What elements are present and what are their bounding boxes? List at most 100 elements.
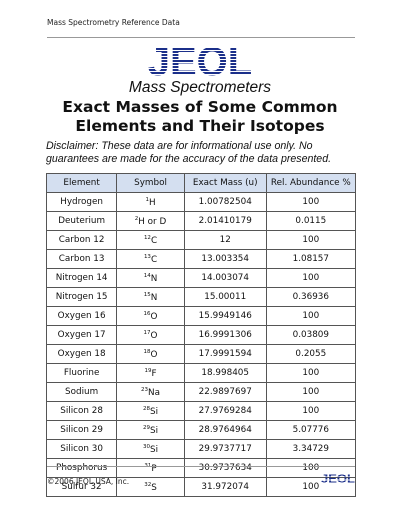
cell-symbol: 14N [116,268,185,288]
cell-abundance: 100 [265,268,357,288]
cell-abundance: 0.0115 [265,211,357,231]
isotope-number: 19 [144,367,152,374]
table-row: Sodium 23Na 22.9897697 100 [45,382,357,402]
element-symbol: Si [150,406,159,417]
copyright-text: ©2006 JEOL USA, Inc. [47,477,130,486]
header-element: Element [45,173,118,193]
isotope-number: 16 [143,310,151,317]
cell-exact-mass: 31.972074 [183,477,267,497]
cell-element: Oxygen 18 [45,344,118,364]
cell-exact-mass: 27.9769284 [183,401,267,421]
isotope-number: 31 [144,463,151,469]
cell-element: Silicon 28 [45,401,118,421]
cell-abundance: 100 [265,230,357,250]
cell-abundance: 100 [265,306,357,326]
title-line-1: Exact Masses of Some Common [62,98,338,116]
document-header: Mass Spectrometry Reference Data [47,18,180,27]
table-row: Sulfur 32 32S 31.972074 100 [45,477,357,497]
cell-element: Oxygen 17 [45,325,118,345]
element-symbol: O [150,349,158,360]
element-symbol: N [150,273,158,284]
cell-exact-mass: 17.9991594 [183,344,267,364]
cell-exact-mass: 15.00011 [183,287,267,307]
cell-symbol: 19F [116,363,185,383]
table-row: Carbon 13 13C 13.003354 1.08157 [45,249,357,269]
element-symbol: C [150,254,158,265]
element-symbol: Si [150,425,159,436]
cell-symbol: 12C [116,230,185,250]
isotope-number: 29 [143,424,150,431]
brand-block: JEOL Mass Spectrometers [0,42,400,97]
header-symbol: Symbol [116,173,185,193]
element-symbol: F [151,368,157,379]
footer-divider [47,466,355,467]
cell-exact-mass: 29.9737717 [183,439,267,459]
element-symbol: P [151,463,157,474]
cell-exact-mass: 16.9991306 [183,325,267,345]
element-symbol: C [150,235,158,246]
cell-element: Silicon 29 [45,420,118,440]
isotope-number: 2 [134,215,139,222]
table-row: Oxygen 16 16O 15.9949146 100 [45,306,357,326]
isotope-number: 32 [144,481,152,488]
cell-symbol: 29Si [116,420,185,440]
cell-symbol: 1H [116,192,185,212]
cell-element: Deuterium [45,211,118,231]
cell-exact-mass: 13.003354 [183,249,267,269]
table-row: Oxygen 17 17O 16.9991306 0.03809 [45,325,357,345]
isotope-table: Element Symbol Exact Mass (u) Rel. Abund… [45,173,357,497]
element-symbol: Na [148,387,160,398]
element-symbol: H or D [138,216,167,227]
cell-element: Carbon 13 [45,249,118,269]
cell-abundance: 100 [265,192,357,212]
cell-abundance: 0.03809 [265,325,357,345]
isotope-number: 13 [143,253,151,260]
cell-symbol: 23Na [116,382,185,402]
cell-exact-mass: 12 [183,230,267,250]
cell-exact-mass: 30.9737634 [183,458,267,478]
cell-abundance: 3.34729 [265,439,357,459]
table-row: Oxygen 18 18O 17.9991594 0.2055 [45,344,357,364]
svg-text:JEOL: JEOL [321,472,355,484]
logo-subtitle: Mass Spectrometers [128,79,272,96]
header-exact-mass: Exact Mass (u) [183,173,267,193]
table-row: Silicon 30 30Si 29.9737717 3.34729 [45,439,357,459]
cell-exact-mass: 18.998405 [183,363,267,383]
element-symbol: H [148,197,156,208]
cell-abundance: 0.2055 [265,344,357,364]
cell-element: Sodium [45,382,118,402]
table-row: Nitrogen 15 15N 15.00011 0.36936 [45,287,357,307]
cell-element: Nitrogen 14 [45,268,118,288]
cell-symbol: 31P [116,458,185,478]
table-row: Fluorine 19F 18.998405 100 [45,363,357,383]
jeol-logo: JEOL [148,42,252,78]
cell-element: Oxygen 16 [45,306,118,326]
table-row: Hydrogen 1H 1.00782504 100 [45,192,357,212]
cell-element: Carbon 12 [45,230,118,250]
isotope-number: 15 [143,291,151,298]
cell-exact-mass: 1.00782504 [183,192,267,212]
svg-text:JEOL: JEOL [148,42,252,78]
element-symbol: S [151,482,157,493]
element-symbol: O [150,311,158,322]
page-title: Exact Masses of Some Common Elements and… [0,98,400,136]
isotope-number: 1 [145,196,149,203]
cell-exact-mass: 2.01410179 [183,211,267,231]
cell-symbol: 13C [116,249,185,269]
isotope-number: 12 [143,234,151,241]
table-row: Carbon 12 12C 12 100 [45,230,357,250]
cell-exact-mass: 14.003074 [183,268,267,288]
table-row: Deuterium 2H or D 2.01410179 0.0115 [45,211,357,231]
cell-symbol: 2H or D [116,211,185,231]
cell-abundance: 5.07776 [265,420,357,440]
cell-element: Fluorine [45,363,118,383]
isotope-number: 18 [143,348,151,355]
cell-symbol: 15N [116,287,185,307]
cell-symbol: 18O [116,344,185,364]
isotope-number: 14 [143,272,151,279]
cell-symbol: 17O [116,325,185,345]
cell-exact-mass: 15.9949146 [183,306,267,326]
cell-abundance: 100 [265,477,357,497]
isotope-number: 23 [141,386,149,393]
